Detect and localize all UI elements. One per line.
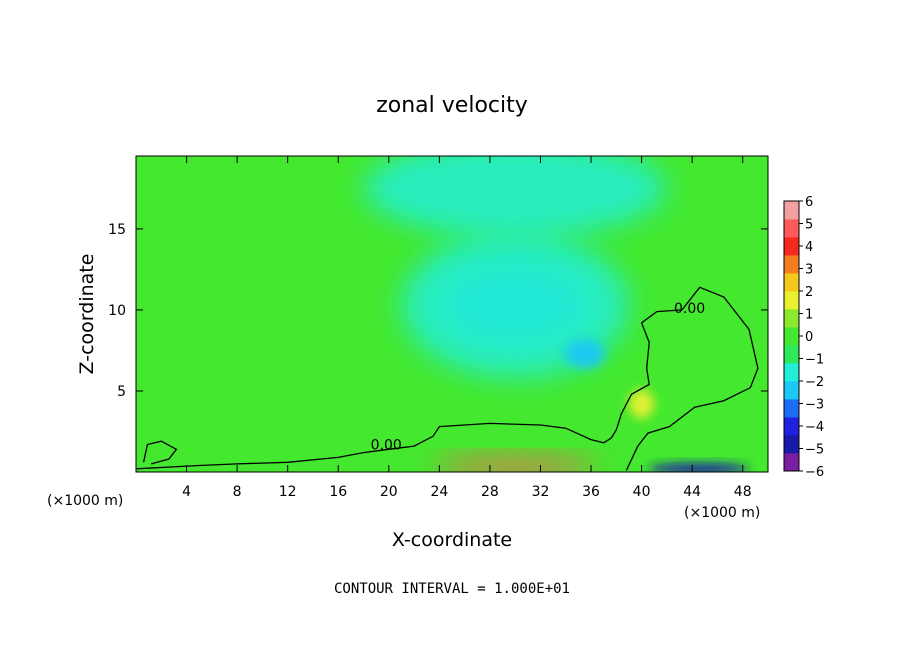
colorbar-tick-label: −4 <box>805 420 824 435</box>
x-tick-label: 4 <box>182 484 191 500</box>
contour-line-1 <box>136 286 759 471</box>
colorbar-swatch <box>784 345 799 364</box>
y-tick-label: 10 <box>108 303 126 319</box>
colorbar-swatch <box>784 255 799 274</box>
x-tick-label: 12 <box>279 484 297 500</box>
contour-label-1: 0.00 <box>371 437 402 453</box>
x-unit-right: (×1000 m) <box>684 505 760 521</box>
field-feature-upper-band <box>363 156 667 238</box>
x-tick-label: 36 <box>582 484 600 500</box>
colorbar-tick-label: −2 <box>805 375 824 390</box>
colorbar-tick-label: −6 <box>805 465 824 480</box>
colorbar-swatch <box>784 399 799 418</box>
colorbar-swatch <box>784 237 799 256</box>
x-unit-left: (×1000 m) <box>47 493 123 509</box>
x-tick-label: 40 <box>633 484 651 500</box>
colorbar: 6 5 4 3 2 1 0 −1 −2 −3 −4 −5 −6 <box>783 195 824 480</box>
colorbar-tick-label: 1 <box>805 308 813 323</box>
colorbar-swatch <box>784 201 799 220</box>
x-tick-label: 8 <box>233 484 242 500</box>
x-tick-label: 28 <box>481 484 499 500</box>
colorbar-swatch <box>784 453 799 472</box>
field-feature-surface-easterly <box>647 463 750 472</box>
colorbar-tick-label: −3 <box>805 398 824 413</box>
colorbar-tick-label: 0 <box>805 330 813 345</box>
y-tick-label: 15 <box>108 222 126 238</box>
colorbar-swatch <box>784 417 799 436</box>
chart-title: zonal velocity <box>376 93 528 118</box>
colorbar-tick-label: 5 <box>805 218 813 233</box>
velocity-field <box>136 156 768 472</box>
colorbar-swatch <box>784 273 799 292</box>
y-tick-label: 5 <box>117 384 126 400</box>
contour-interval-note: CONTOUR INTERVAL = 1.000E+01 <box>334 581 570 597</box>
colorbar-tick-label: 3 <box>805 263 813 278</box>
colorbar-tick-label: 6 <box>805 195 813 210</box>
colorbar-swatch <box>784 327 799 346</box>
field-feature-secondary-core <box>564 339 605 369</box>
x-tick-label: 32 <box>532 484 550 500</box>
contour-line-2 <box>142 440 178 465</box>
colorbar-tick-label: 2 <box>805 285 813 300</box>
colorbar-tick-label: −1 <box>805 353 824 368</box>
field-feature-warm-spot <box>628 389 655 419</box>
contour-label-2: 0.00 <box>674 301 705 317</box>
x-axis-label: X-coordinate <box>392 529 512 551</box>
colorbar-swatch <box>784 435 799 454</box>
colorbar-swatch <box>784 363 799 382</box>
x-tick-label: 44 <box>683 484 701 500</box>
colorbar-swatch <box>784 291 799 310</box>
plot-frame <box>135 155 769 473</box>
colorbar-swatch <box>784 381 799 400</box>
x-tick-label: 20 <box>380 484 398 500</box>
x-tick-label: 24 <box>430 484 448 500</box>
colorbar-tick-label: 4 <box>805 240 813 255</box>
x-tick-label: 48 <box>734 484 752 500</box>
colorbar-swatch <box>784 309 799 328</box>
y-axis-label: Z-coordinate <box>76 254 98 375</box>
field-feature-surface-jet <box>433 457 598 472</box>
colorbar-swatch <box>784 219 799 238</box>
x-tick-label: 16 <box>329 484 347 500</box>
colorbar-tick-label: −5 <box>805 443 824 458</box>
field-feature-jet-halo <box>401 232 629 379</box>
